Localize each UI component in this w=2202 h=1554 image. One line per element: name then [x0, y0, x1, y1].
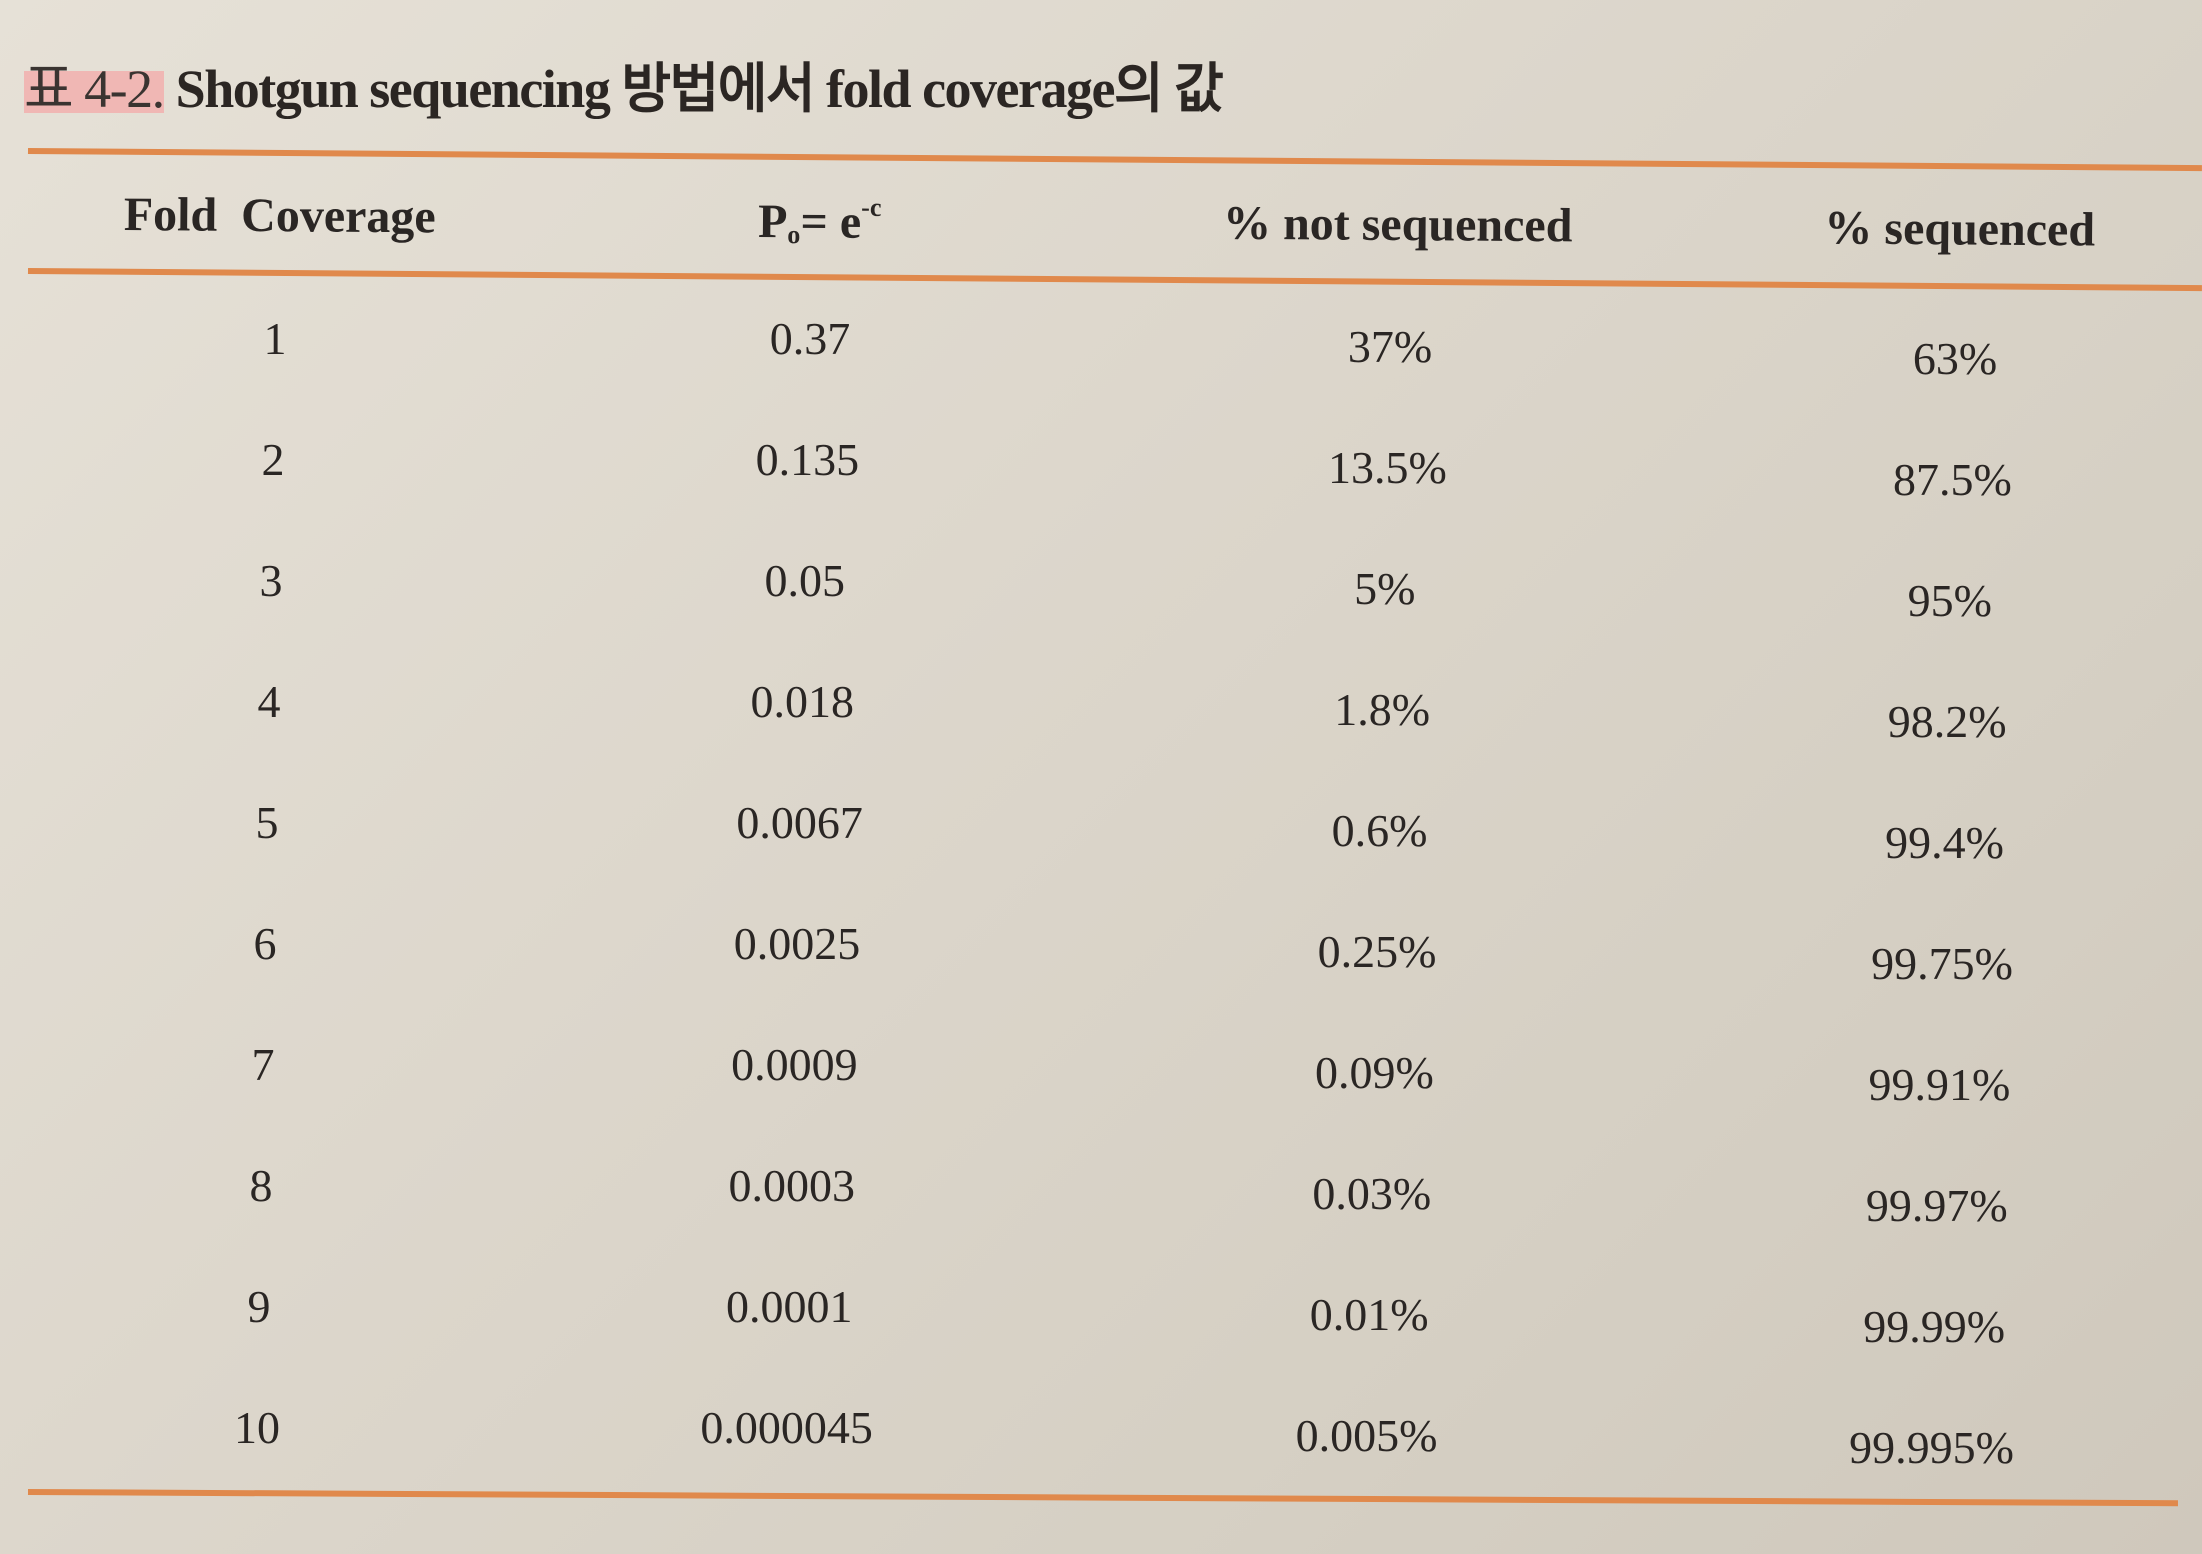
cell-p0: 0.37	[769, 313, 851, 364]
cell-sequenced: 63%	[1912, 333, 1998, 384]
cell-not-sequenced: 37%	[1347, 321, 1433, 372]
cell-fold: 8	[249, 1160, 273, 1211]
cell-fold: 9	[247, 1281, 271, 1332]
cell-not-sequenced: 0.6%	[1331, 805, 1428, 856]
cell-not-sequenced: 13.5%	[1327, 442, 1447, 493]
table-number: 표 4-2.	[24, 59, 165, 119]
cell-sequenced: 99.75%	[1871, 938, 2013, 989]
cell-sequenced: 99.99%	[1863, 1301, 2006, 1352]
cell-sequenced: 99.995%	[1849, 1422, 2015, 1473]
header-sequenced: % sequenced	[1824, 201, 2096, 257]
header-fold-coverage: Fold Coverage	[123, 187, 436, 244]
table-row: 10 0.000045 0.005% 99.995%	[0, 1401, 2202, 1522]
cell-p0: 0.0001	[725, 1281, 853, 1332]
cell-p0: 0.0067	[736, 797, 863, 848]
table-row: 8 0.0003 0.03% 99.97%	[0, 1159, 2202, 1280]
table-row: 4 0.018 1.8% 98.2%	[0, 675, 2202, 796]
table-row: 3 0.05 5% 95%	[0, 554, 2202, 675]
table-caption: 표 4-2. Shotgun sequencing 방법에서 fold cove…	[24, 44, 1224, 123]
cell-fold: 3	[259, 555, 283, 606]
cell-not-sequenced: 0.09%	[1314, 1047, 1434, 1098]
cell-fold: 1	[263, 313, 287, 364]
header-not-sequenced: % not sequenced	[1222, 196, 1573, 253]
p0-equals-e: = e	[800, 195, 862, 249]
table-row: 2 0.135 13.5% 87.5%	[0, 433, 2202, 554]
cell-p0: 0.0009	[731, 1039, 858, 1090]
cell-p0: 0.0025	[733, 918, 861, 969]
top-rule	[27, 148, 2202, 172]
cell-sequenced: 99.91%	[1868, 1059, 2011, 1110]
cell-fold: 10	[234, 1402, 280, 1453]
table-title: Shotgun sequencing 방법에서 fold coverage의 값	[175, 59, 1224, 119]
cell-p0: 0.000045	[700, 1402, 873, 1453]
p0-subscript: o	[787, 220, 801, 250]
header-p0-formula: Po= e-c	[758, 192, 882, 251]
table-row: 5 0.0067 0.6% 99.4%	[0, 796, 2202, 917]
cell-sequenced: 87.5%	[1892, 454, 2012, 505]
cell-fold: 5	[255, 797, 279, 848]
cell-not-sequenced: 1.8%	[1334, 684, 1431, 735]
cell-fold: 4	[257, 676, 281, 727]
table-row: 1 0.37 37% 63%	[0, 312, 2202, 433]
cell-sequenced: 99.97%	[1865, 1180, 2008, 1231]
cell-not-sequenced: 0.005%	[1295, 1410, 1438, 1461]
table-row: 6 0.0025 0.25% 99.75%	[0, 917, 2202, 1038]
cell-fold: 7	[251, 1039, 275, 1090]
table-header: Fold Coverage Po= e-c % not sequenced % …	[0, 186, 2202, 273]
p0-exponent: -c	[861, 192, 882, 222]
table-row: 7 0.0009 0.09% 99.91%	[0, 1038, 2202, 1159]
cell-fold: 2	[261, 434, 285, 485]
cell-not-sequenced: 0.25%	[1317, 926, 1437, 977]
table-row: 9 0.0001 0.01% 99.99%	[0, 1280, 2202, 1401]
cell-p0: 0.018	[750, 676, 854, 727]
cell-p0: 0.05	[764, 555, 846, 606]
cell-sequenced: 95%	[1907, 575, 1992, 626]
cell-p0: 0.0003	[728, 1160, 856, 1211]
p0-symbol: P	[757, 194, 788, 249]
cell-sequenced: 98.2%	[1887, 696, 2007, 747]
header-rule	[27, 268, 2202, 292]
table-body: 1 0.37 37% 63% 2 0.135 13.5% 87.5% 3 0.05 5% 95% 4 0.…	[0, 312, 2202, 1522]
cell-not-sequenced: 0.03%	[1312, 1168, 1432, 1219]
cell-not-sequenced: 0.01%	[1309, 1289, 1429, 1340]
cell-not-sequenced: 5%	[1354, 563, 1416, 614]
cell-fold: 6	[253, 918, 277, 969]
cell-p0: 0.135	[755, 434, 860, 485]
cell-sequenced: 99.4%	[1885, 817, 2005, 868]
